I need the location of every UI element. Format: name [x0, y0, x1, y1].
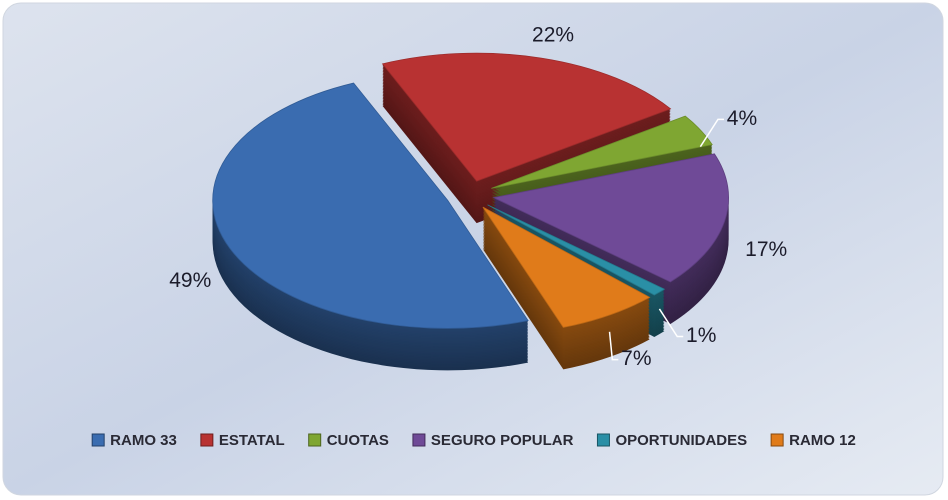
legend-item: RAMO 33 — [91, 432, 177, 449]
leader-line — [699, 118, 724, 148]
slice-top — [212, 82, 529, 329]
slice — [492, 153, 729, 324]
legend-item: SEGURO POPULAR — [412, 432, 574, 449]
legend-label: CUOTAS — [327, 432, 389, 449]
leader-line — [658, 308, 684, 338]
legend: RAMO 33 ESTATAL CUOTAS SEGURO POPULAR OPORTU… — [91, 432, 856, 449]
legend-swatch — [412, 433, 426, 447]
slice — [381, 52, 672, 224]
slice-top — [381, 52, 672, 182]
legend-item: OPORTUNIDADES — [596, 432, 747, 449]
legend-swatch — [308, 433, 322, 447]
legend-swatch — [91, 433, 105, 447]
legend-item: ESTATAL — [200, 432, 285, 449]
legend-label: RAMO 12 — [789, 432, 856, 449]
slice-top — [482, 206, 651, 328]
data-label: 4% — [727, 107, 757, 130]
legend-label: SEGURO POPULAR — [431, 432, 574, 449]
data-label: 7% — [621, 347, 651, 370]
legend-swatch — [200, 433, 214, 447]
data-label: 49% — [169, 269, 211, 292]
data-label: 17% — [745, 238, 787, 261]
data-label: 22% — [532, 24, 574, 47]
legend-item: RAMO 12 — [770, 432, 856, 449]
legend-swatch — [596, 433, 610, 447]
pie: 49% 22% 4% 17% 1% 7% — [169, 24, 787, 371]
legend-label: ESTATAL — [219, 432, 285, 449]
slice-top — [487, 204, 666, 296]
slice — [212, 82, 529, 371]
data-label: 1% — [686, 324, 716, 347]
slice-top — [492, 153, 729, 283]
leader-line — [608, 331, 619, 361]
legend-label: OPORTUNIDADES — [615, 432, 747, 449]
slice — [482, 206, 651, 370]
slice-top — [491, 115, 713, 189]
legend-item: CUOTAS — [308, 432, 389, 449]
legend-label: RAMO 33 — [110, 432, 177, 449]
legend-swatch — [770, 433, 784, 447]
